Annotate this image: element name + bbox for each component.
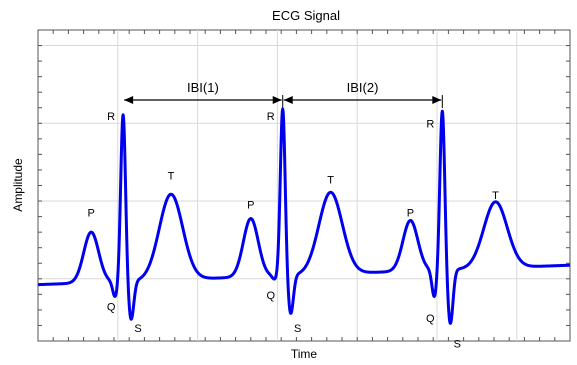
axis-ticks	[38, 30, 570, 341]
wave-label-q: Q	[107, 301, 116, 313]
wave-label-q: Q	[426, 313, 435, 325]
wave-label-p: P	[88, 207, 95, 219]
ibi-annotations: IBI(1) IBI(2)	[124, 80, 443, 108]
y-axis-label: Amplitude	[11, 158, 25, 212]
wave-label-t: T	[168, 170, 175, 182]
wave-label-s: S	[134, 323, 141, 335]
ibi-arrowhead-right	[272, 95, 282, 104]
wave-label-s: S	[294, 323, 301, 335]
ecg-series-line	[36, 107, 572, 325]
wave-label-r: R	[267, 111, 275, 123]
wave-labels: P Q R S T P Q R S T P Q R S T	[88, 111, 500, 351]
wave-label-s: S	[454, 338, 461, 350]
wave-label-p: P	[407, 207, 414, 219]
wave-label-r: R	[107, 111, 115, 123]
ibi-label: IBI(1)	[187, 80, 219, 95]
grid	[38, 30, 570, 341]
ibi-arrowhead-left	[124, 95, 134, 104]
wave-label-t: T	[492, 190, 499, 202]
ibi-arrowhead-right	[432, 95, 442, 104]
wave-label-q: Q	[266, 290, 275, 302]
wave-label-t: T	[327, 174, 334, 186]
wave-label-r: R	[426, 119, 434, 131]
ibi-label: IBI(2)	[347, 80, 379, 95]
chart-title: ECG Signal	[272, 8, 340, 23]
x-axis-label: Time	[291, 347, 318, 361]
wave-label-p: P	[247, 200, 254, 212]
ibi-arrowhead-left	[283, 95, 293, 104]
